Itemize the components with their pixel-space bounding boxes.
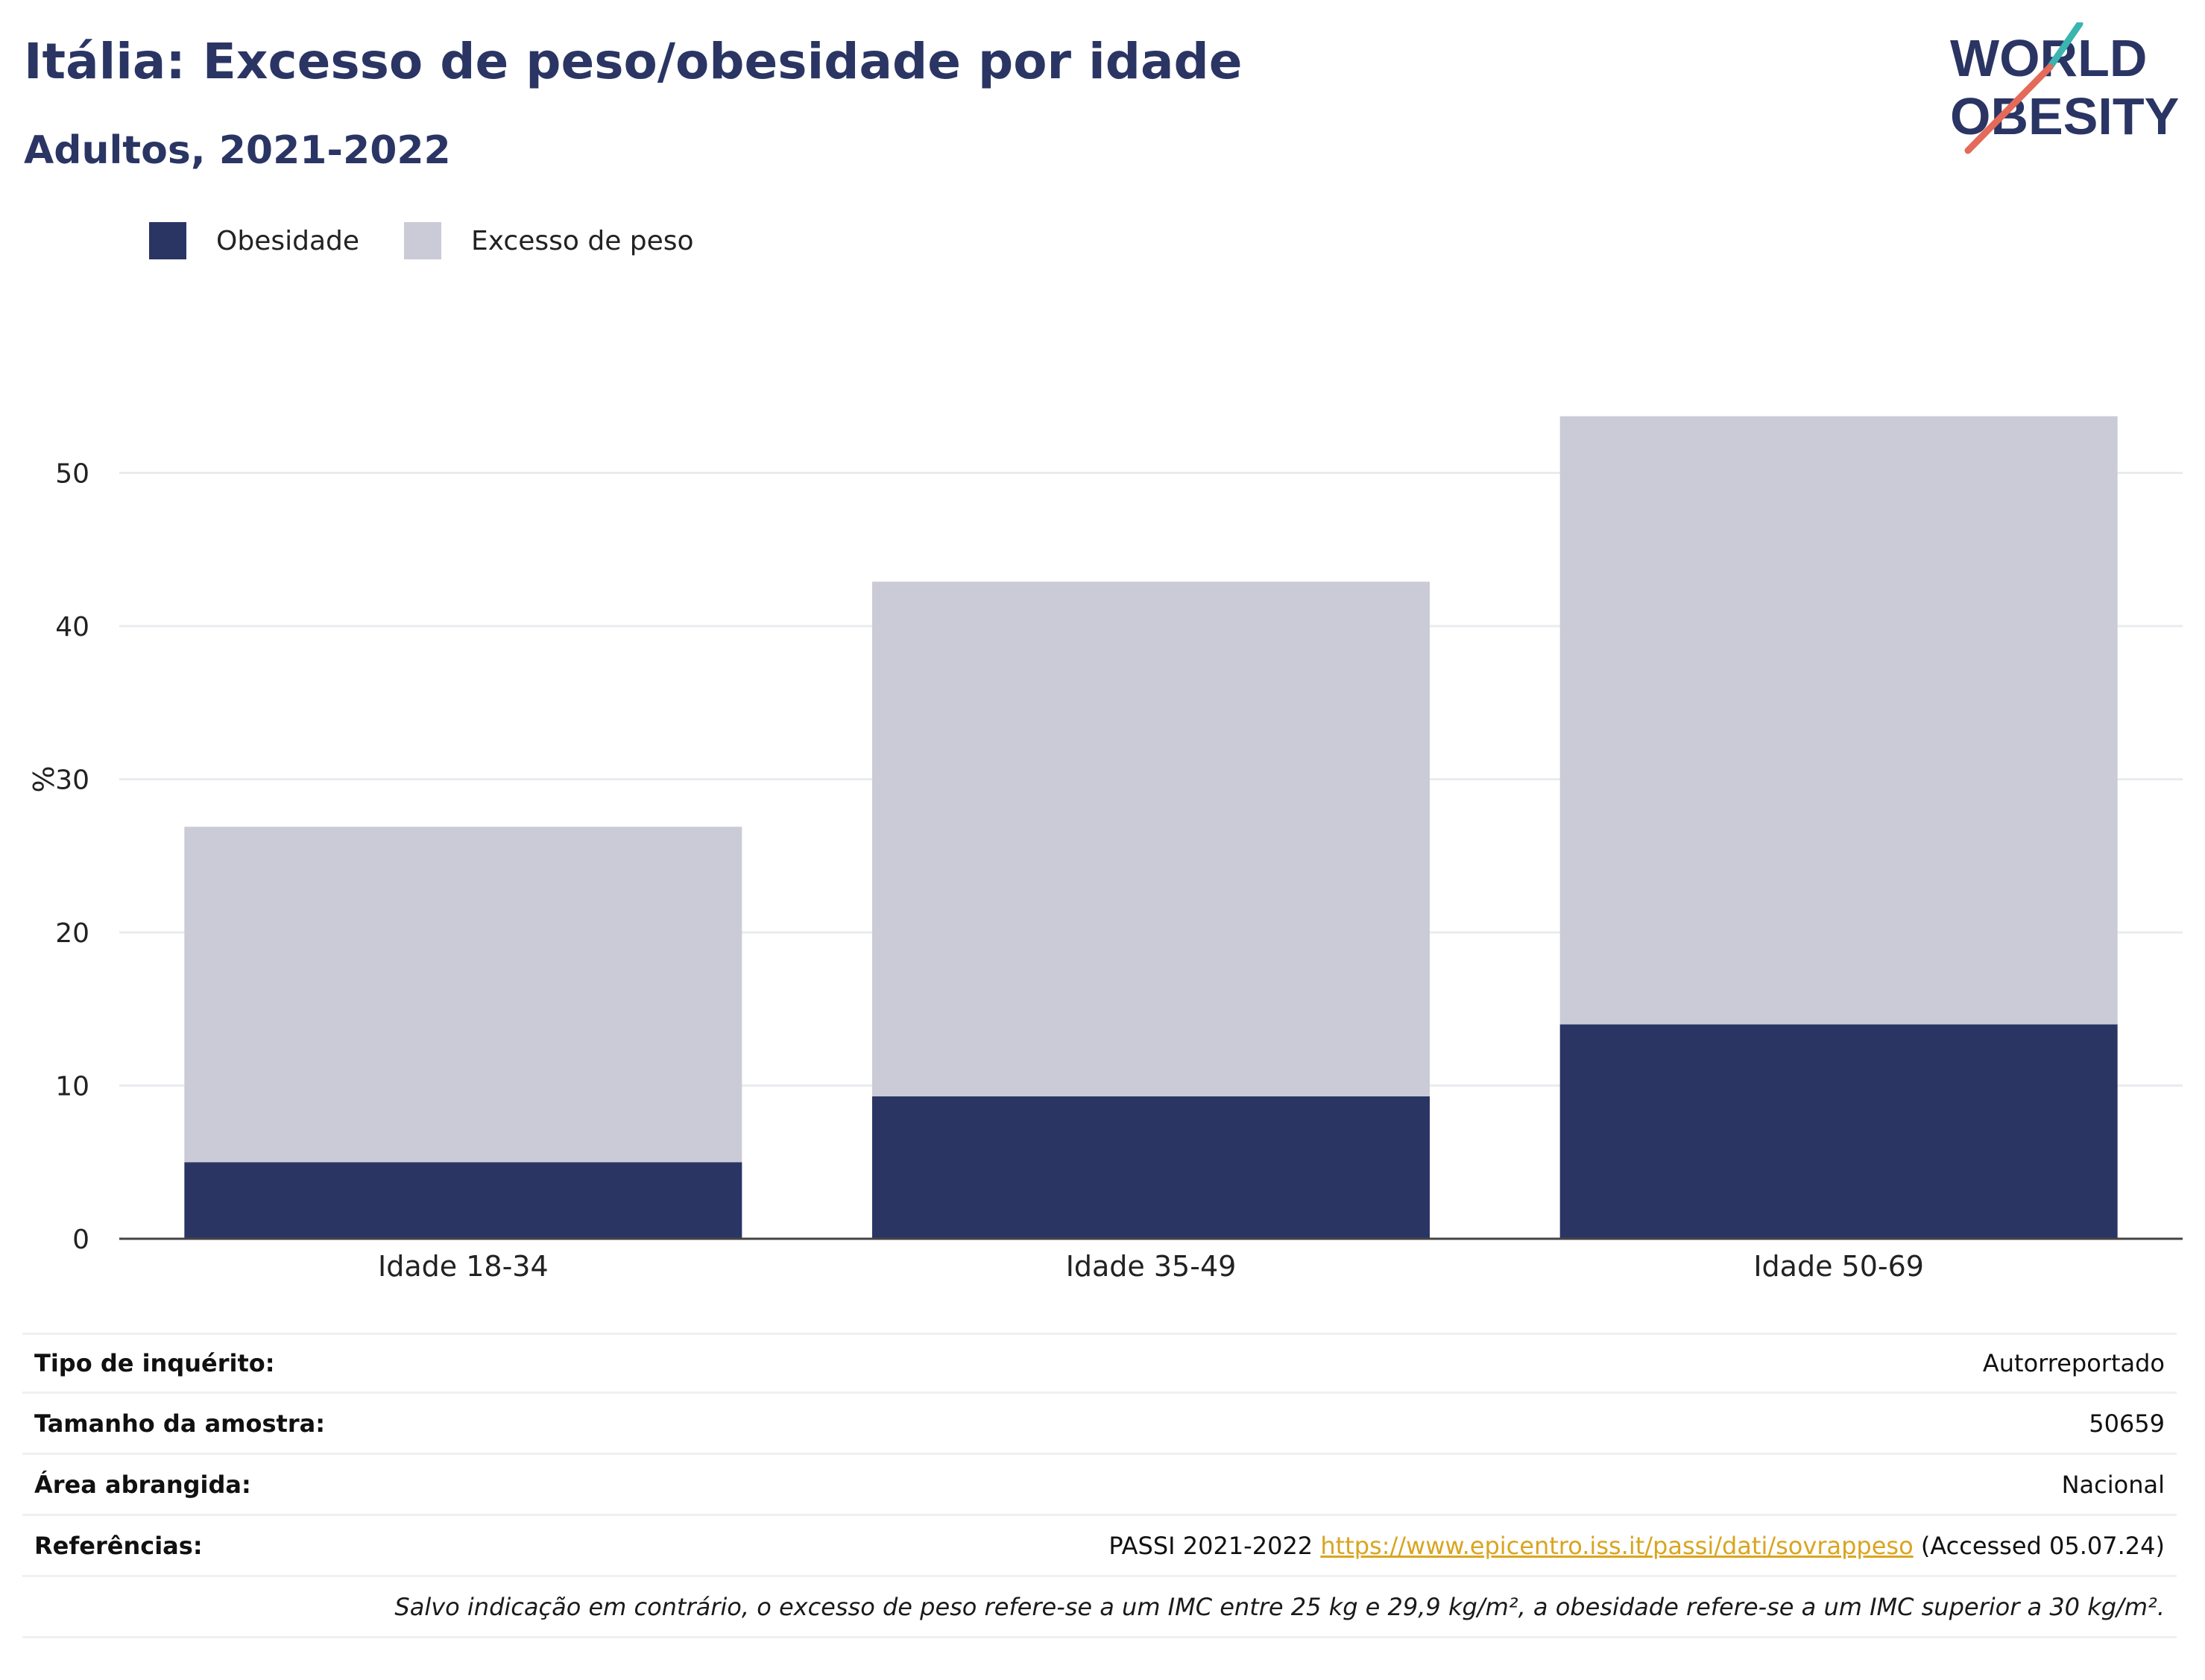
bar-excesso-de-peso-1	[184, 827, 742, 1163]
info-row-survey-type: Tipo de inquérito: Autorreportado	[22, 1333, 2177, 1394]
chart-title: Itália: Excesso de peso/obesidade por id…	[24, 33, 1243, 90]
logo-line1: WORLD	[1950, 29, 2147, 87]
bar-obesidade-1	[184, 1162, 742, 1239]
sample-size-label: Tamanho da amostra:	[34, 1409, 325, 1438]
references-suffix: (Accessed 05.07.24)	[1920, 1531, 2165, 1560]
definition-note: Salvo indicação em contrário, o excesso …	[394, 1592, 2165, 1621]
references-label: Referências:	[34, 1531, 203, 1560]
area-label: Área abrangida:	[34, 1470, 251, 1499]
bar-obesidade-2	[872, 1096, 1430, 1239]
survey-type-value: Autorreportado	[1982, 1349, 2165, 1377]
world-obesity-logo: WORLD OBESITY	[1950, 22, 2179, 154]
y-tick-label-50: 50	[55, 459, 89, 490]
bar-excesso-de-peso-3	[1559, 416, 2118, 1025]
legend-label-obesidade: Obesidade	[216, 225, 360, 256]
info-row-note: Salvo indicação em contrário, o excesso …	[22, 1577, 2177, 1638]
y-tick-label-30: 30	[55, 765, 89, 796]
logo-slash-teal	[2046, 22, 2083, 71]
references-link[interactable]: https://www.epicentro.iss.it/passi/dati/…	[1320, 1531, 1914, 1560]
x-tick-label-1: Idade 18-34	[378, 1250, 549, 1283]
bar-chart: 0 10 20 30 40 50% Idade 18-34 Idade 35-49 Idade …	[28, 416, 2183, 1283]
x-tick-label-3: Idade 50-69	[1753, 1250, 1924, 1283]
bar-obesidade-3	[1559, 1024, 2118, 1239]
chart-legend: Obesidade Excesso de peso	[149, 222, 739, 259]
y-tick-label-40: 40	[55, 612, 89, 642]
references-value: PASSI 2021-2022 https://www.epicentro.is…	[1108, 1532, 2165, 1560]
chart-subtitle: Adultos, 2021-2022	[24, 128, 451, 173]
legend-swatch-excesso-de-peso	[404, 222, 442, 259]
logo-line2: OBESITY	[1950, 87, 2179, 145]
y-tick-label-10: 10	[55, 1072, 89, 1102]
info-row-sample-size: Tamanho da amostra: 50659	[22, 1394, 2177, 1455]
legend-swatch-obesidade	[149, 222, 186, 259]
references-prefix: PASSI 2021-2022	[1108, 1531, 1313, 1560]
legend-label-excesso-de-peso: Excesso de peso	[471, 225, 694, 256]
y-tick-label-0: 0	[72, 1225, 89, 1255]
sample-size-value: 50659	[2089, 1409, 2165, 1438]
legend-item-obesidade: Obesidade	[149, 222, 359, 259]
y-axis-label: %	[28, 765, 60, 792]
legend-item-excesso-de-peso: Excesso de peso	[404, 222, 694, 259]
survey-type-label: Tipo de inquérito:	[34, 1349, 275, 1377]
bar-excesso-de-peso-2	[872, 581, 1430, 1096]
info-row-references: Referências: PASSI 2021-2022 https://www…	[22, 1516, 2177, 1577]
area-value: Nacional	[2061, 1470, 2165, 1499]
y-tick-label-20: 20	[55, 918, 89, 949]
info-table: Tipo de inquérito: Autorreportado Tamanh…	[22, 1333, 2177, 1638]
x-tick-label-2: Idade 35-49	[1066, 1250, 1237, 1283]
logo-slash-coral	[1964, 63, 2054, 154]
info-row-area: Área abrangida: Nacional	[22, 1455, 2177, 1516]
